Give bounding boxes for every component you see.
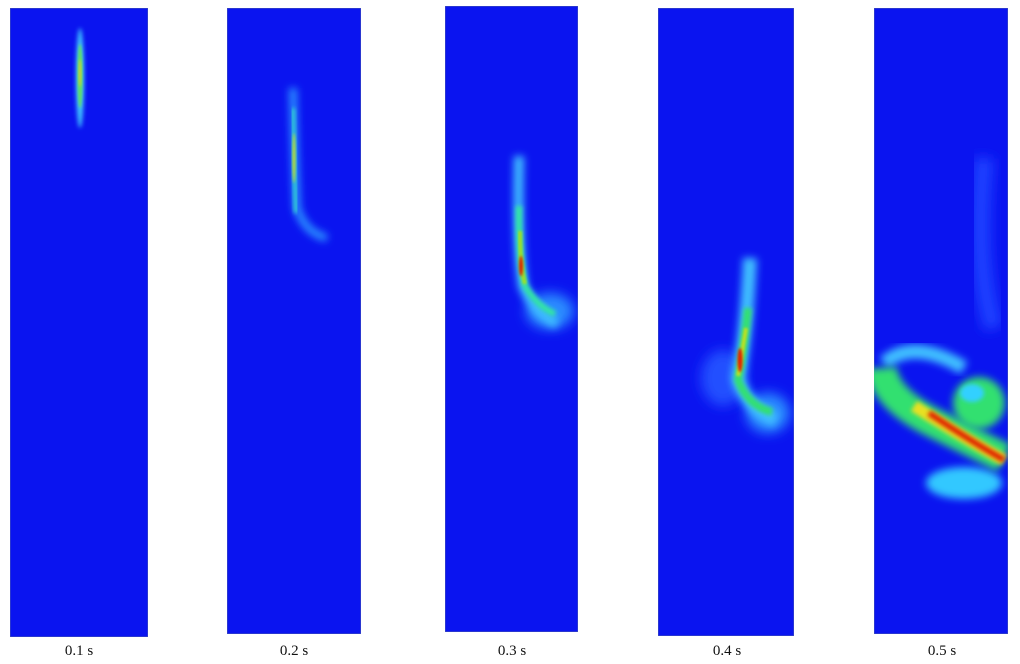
contour-panel-1: [10, 8, 148, 637]
contour-panel-3: [445, 6, 578, 632]
time-label-5: 0.5 s: [927, 643, 957, 659]
time-label-3: 0.3 s: [497, 643, 527, 659]
time-label-1: 0.1 s: [64, 643, 94, 659]
contour-panel-5: [874, 8, 1008, 634]
time-label-4: 0.4 s: [712, 643, 742, 659]
time-label-2: 0.2 s: [279, 643, 309, 659]
contour-panel-2: [227, 8, 361, 634]
contour-panel-4: [658, 8, 794, 636]
